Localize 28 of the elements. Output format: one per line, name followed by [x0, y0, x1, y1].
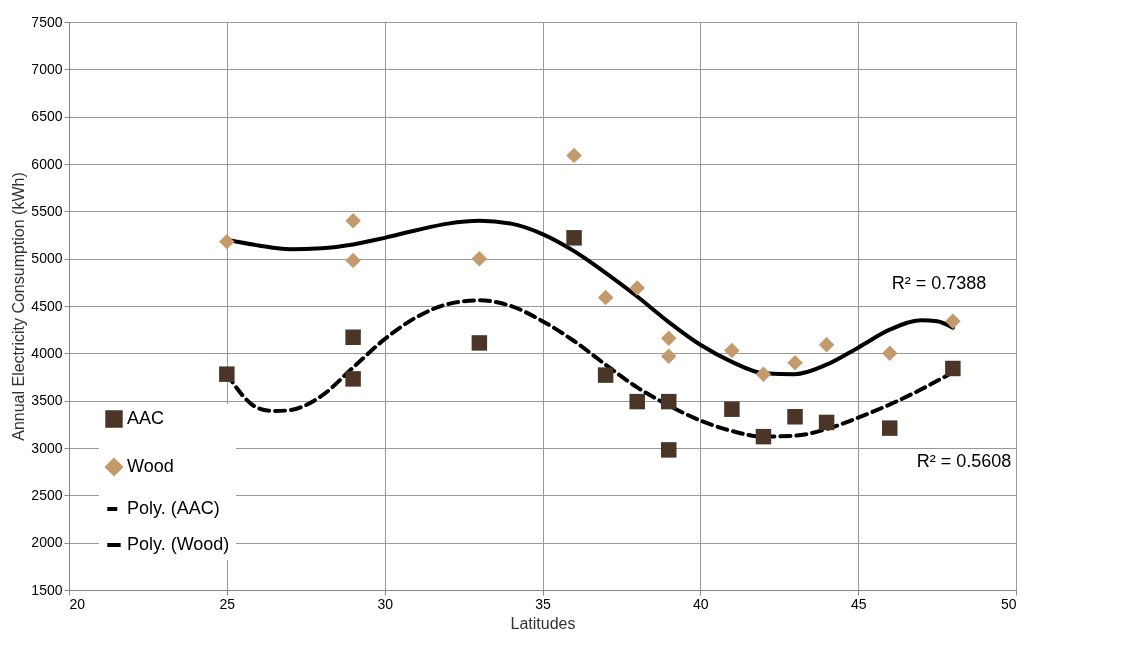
legend-label: Wood [127, 456, 174, 476]
x-axis-title: Latitudes [510, 614, 576, 632]
y-tick-label: 7000 [31, 60, 63, 77]
y-tick-label: 6500 [31, 108, 63, 125]
legend-label: Poly. (AAC) [127, 498, 220, 518]
y-tick-label: 2000 [31, 534, 63, 551]
y-axis-title: Annual Electricity Consumption (kWh) [10, 172, 28, 441]
x-tick-label: 40 [693, 595, 709, 612]
x-tick-label: 50 [1000, 595, 1017, 612]
y-tick-label: 3000 [31, 439, 63, 456]
y-tick-label: 6000 [31, 155, 63, 172]
y-tick-label: 4000 [31, 344, 63, 361]
x-tick-label: 30 [377, 595, 394, 612]
annotation: R² = 0.5608 [916, 451, 1012, 471]
y-tick-label: 4500 [31, 297, 63, 314]
y-tick-label: 3500 [31, 392, 63, 409]
x-tick-label: 35 [535, 595, 551, 612]
x-tick-label: 20 [69, 595, 86, 612]
legend-label: AAC [127, 408, 165, 428]
y-tick-label: 1500 [31, 581, 63, 598]
x-tick-label: 45 [850, 595, 867, 612]
annotation: R² = 0.7388 [891, 273, 987, 293]
x-tick-label: 25 [219, 595, 236, 612]
y-tick-label: 2500 [31, 486, 63, 503]
legend-label: Poly. (Wood) [127, 534, 230, 554]
y-tick-label: 7500 [31, 13, 63, 30]
y-tick-label: 5000 [31, 250, 63, 267]
y-tick-label: 5500 [31, 202, 63, 219]
